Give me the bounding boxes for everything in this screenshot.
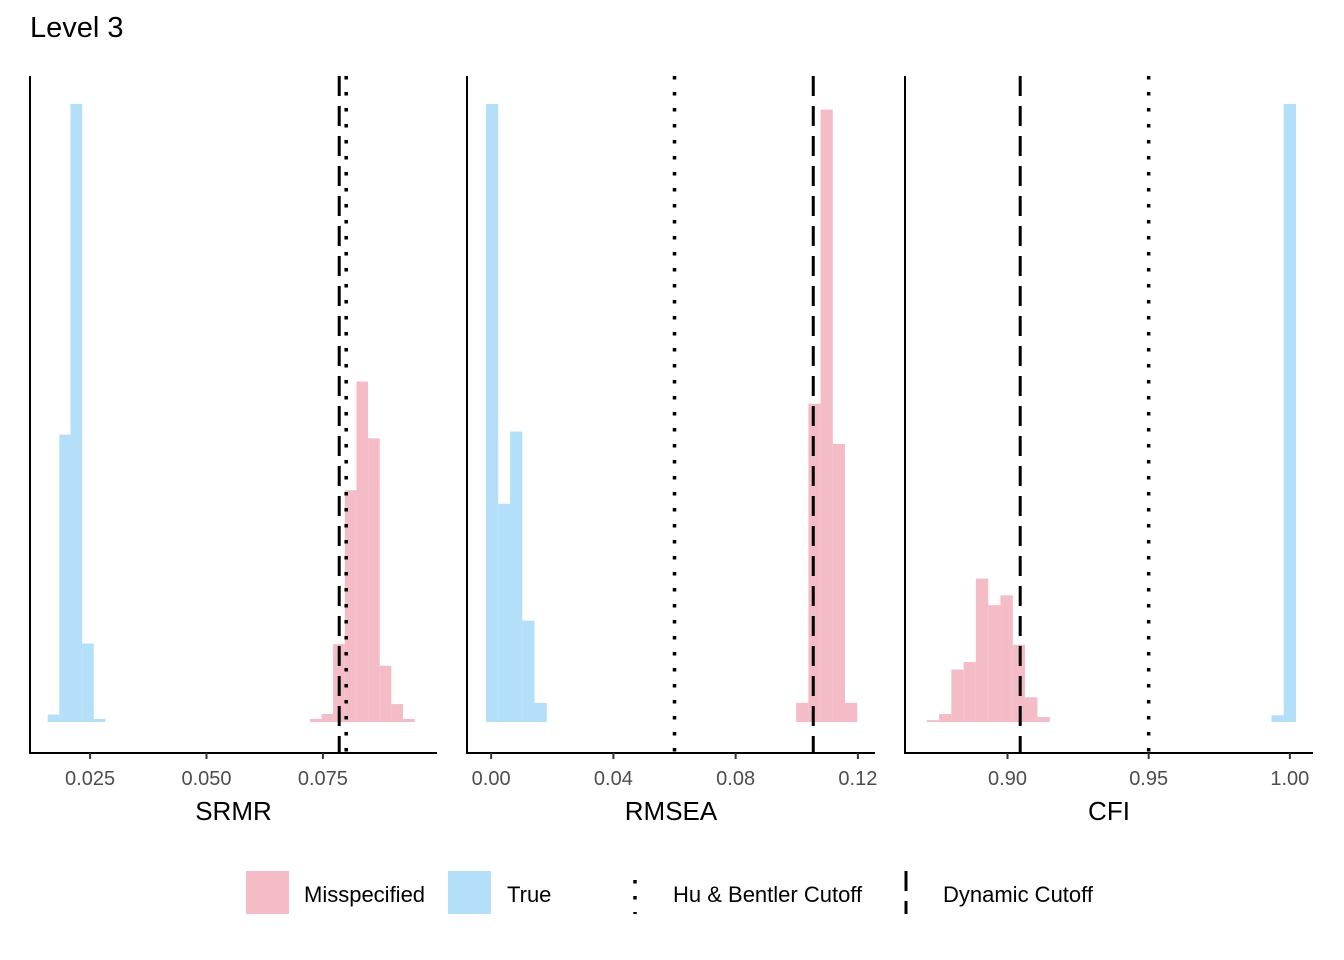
x-tick-label: 0.90	[988, 768, 1027, 790]
bar-misspecified-srmr-6	[379, 665, 392, 722]
bar-true-rmsea-2	[510, 431, 523, 722]
bar-misspecified-cfi-9	[1037, 717, 1050, 722]
bar-misspecified-rmsea-0	[796, 702, 809, 722]
x-tick-label: 1.00	[1270, 768, 1309, 790]
bar-misspecified-cfi-1	[939, 713, 952, 722]
bar-misspecified-srmr-3	[344, 490, 357, 722]
bar-misspecified-cfi-2	[951, 669, 964, 722]
x-axis-title: CFI	[1088, 796, 1130, 826]
bar-misspecified-cfi-0	[926, 720, 940, 722]
x-tick-label: 0.025	[65, 768, 115, 790]
bar-true-cfi-1	[1283, 104, 1297, 722]
legend-label: True	[507, 882, 551, 907]
legend-item-dynamic: Dynamic Cutoff	[904, 871, 1094, 914]
legend-label: Misspecified	[304, 882, 425, 907]
bar-misspecified-srmr-1	[321, 713, 334, 722]
bar-misspecified-cfi-6	[1000, 595, 1013, 722]
bar-true-cfi-0	[1271, 715, 1284, 722]
panel-rmsea: 0.00 0.04 0.08 0.12 RMSEA	[466, 76, 877, 826]
bar-true-rmsea-1	[498, 503, 511, 722]
legend: Misspecified True Hu & Bentler Cutoff Dynam…	[246, 871, 1094, 914]
bar-true-rmsea-3	[522, 620, 535, 722]
x-tick-label: 0.00	[472, 768, 511, 790]
bar-true-srmr-4	[93, 718, 106, 722]
legend-label: Hu & Bentler Cutoff	[673, 882, 863, 907]
legend-label: Dynamic Cutoff	[943, 882, 1094, 907]
legend-item-hu_bentler: Hu & Bentler Cutoff	[633, 871, 863, 914]
bar-true-srmr-3	[82, 643, 94, 722]
x-tick-label: 0.12	[838, 768, 877, 790]
bar-misspecified-cfi-4	[975, 578, 989, 722]
bar-misspecified-srmr-0	[309, 718, 322, 722]
bar-true-srmr-2	[70, 104, 83, 722]
x-axis-title: SRMR	[195, 796, 272, 826]
x-tick-label: 0.050	[181, 768, 231, 790]
bar-misspecified-cfi-8	[1025, 697, 1038, 722]
bar-misspecified-rmsea-4	[845, 702, 858, 722]
legend-swatch-misspecified	[246, 871, 289, 914]
panel-cfi: 0.90 0.95 1.00 CFI	[904, 76, 1313, 826]
x-tick-label: 0.08	[716, 768, 755, 790]
bar-true-rmsea-4	[534, 702, 547, 722]
x-tick-label: 0.04	[594, 768, 633, 790]
bar-true-srmr-1	[59, 434, 71, 722]
bar-misspecified-cfi-3	[963, 662, 976, 722]
bar-misspecified-srmr-8	[403, 718, 415, 722]
bar-misspecified-srmr-7	[391, 704, 404, 722]
legend-item-true: True	[448, 871, 551, 914]
bar-misspecified-rmsea-2	[820, 109, 833, 722]
x-tick-label: 0.95	[1129, 768, 1168, 790]
x-tick-label: 0.075	[298, 768, 348, 790]
bar-misspecified-cfi-5	[988, 605, 1001, 722]
bar-misspecified-srmr-5	[368, 438, 380, 722]
legend-swatch-true	[448, 871, 491, 914]
bar-true-srmr-0	[47, 714, 60, 722]
bar-misspecified-rmsea-3	[832, 443, 846, 722]
x-axis-title: RMSEA	[625, 796, 718, 826]
legend-item-misspecified: Misspecified	[246, 871, 425, 914]
bar-misspecified-srmr-4	[356, 381, 369, 722]
chart-title: Level 3	[30, 12, 124, 44]
panel-srmr: 0.025 0.050 0.075 SRMR	[29, 76, 437, 826]
bar-true-rmsea-0	[485, 104, 499, 722]
